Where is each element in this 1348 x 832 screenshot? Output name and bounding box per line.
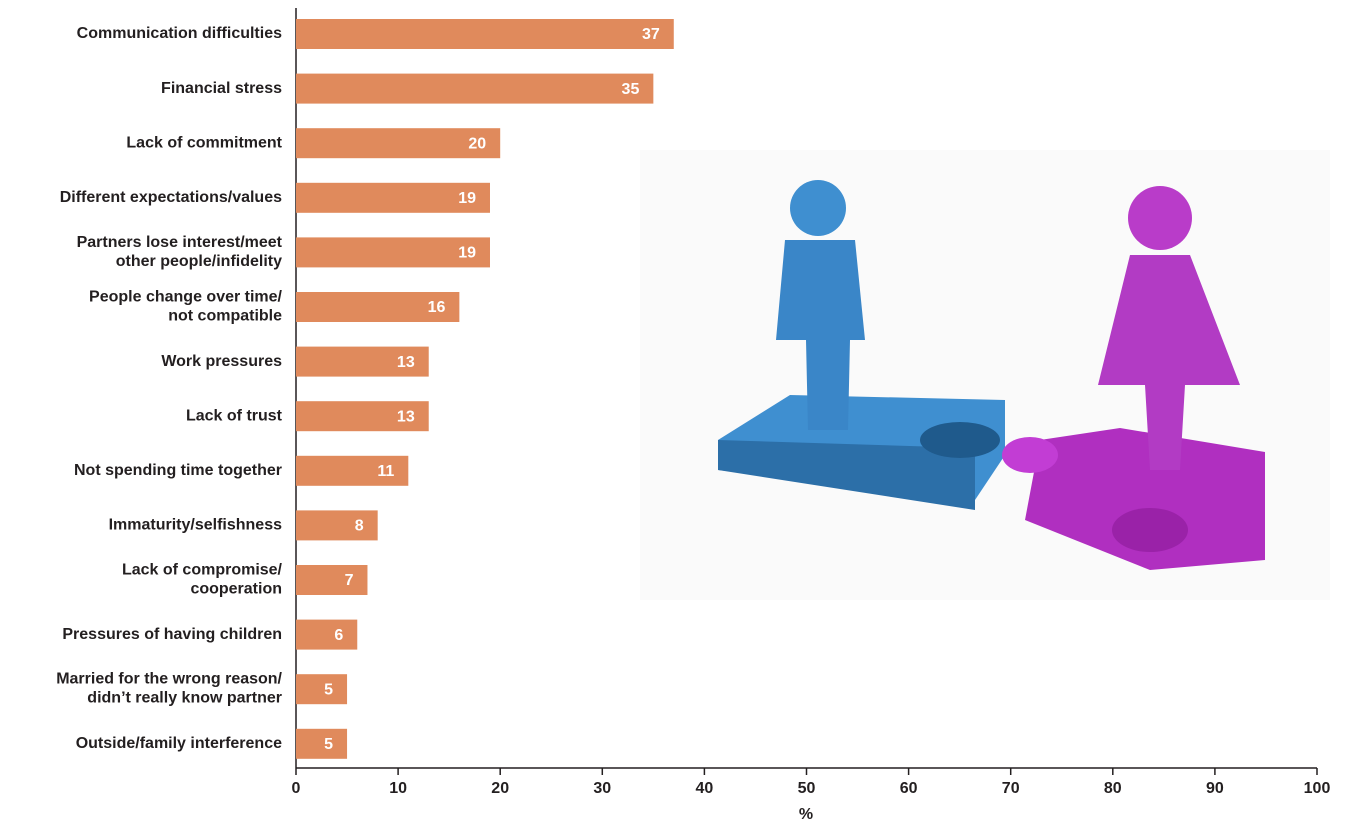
value-label: 5 — [324, 736, 333, 753]
y-tick-label: People change over time/not compatible — [89, 289, 283, 325]
woman-body — [1098, 255, 1240, 470]
x-tick-label: 0 — [292, 780, 301, 797]
value-label: 19 — [458, 245, 476, 262]
y-tick-label: Work pressures — [161, 353, 282, 370]
bar — [296, 455, 409, 486]
value-label: 6 — [334, 627, 343, 644]
x-tick-label: 40 — [696, 780, 714, 797]
man-body — [776, 240, 865, 430]
y-tick-label: Not spending time together — [74, 462, 282, 479]
value-label: 16 — [428, 299, 446, 316]
x-axis-label: % — [799, 806, 813, 823]
y-tick-label: Partners lose interest/meet other people/… — [77, 234, 283, 270]
value-label: 13 — [397, 354, 415, 371]
x-tick-label: 10 — [389, 780, 407, 797]
value-label: 13 — [397, 408, 415, 425]
woman-head — [1128, 186, 1192, 250]
bar — [296, 19, 674, 49]
bar — [296, 346, 429, 377]
y-tick-label: Communication difficulties — [77, 25, 282, 42]
y-tick-label: Lack of trust — [186, 407, 283, 424]
illustration — [640, 150, 1330, 600]
x-tick-label: 60 — [900, 780, 918, 797]
value-label: 8 — [355, 518, 364, 535]
bar — [296, 401, 429, 432]
bar — [296, 292, 460, 322]
man-head — [790, 180, 846, 236]
bar — [296, 182, 490, 213]
y-tick-label: Financial stress — [161, 80, 282, 97]
value-label: 5 — [324, 681, 333, 698]
y-tick-label: Immaturity/selfishness — [109, 517, 283, 534]
bar — [296, 73, 654, 104]
x-tick-label: 70 — [1002, 780, 1020, 797]
x-tick-label: 50 — [798, 780, 816, 797]
purple-piece — [1025, 428, 1265, 570]
x-tick-label: 30 — [593, 780, 611, 797]
value-label: 7 — [345, 572, 354, 589]
blue-piece-side — [718, 440, 975, 510]
y-tick-label: Married for the wrong reason/didn’t real… — [56, 671, 282, 707]
y-tick-label: Outside/family interference — [76, 735, 282, 752]
y-tick-label: Pressures of having children — [62, 626, 282, 643]
x-tick-label: 80 — [1104, 780, 1122, 797]
y-tick-label: Lack of compromise/cooperation — [122, 562, 283, 598]
x-tick-label: 90 — [1206, 780, 1224, 797]
value-label: 35 — [622, 81, 640, 98]
x-tick-label: 100 — [1304, 780, 1331, 797]
purple-knob-bottom — [1112, 508, 1188, 552]
purple-knob — [1002, 437, 1058, 473]
bar — [296, 510, 378, 541]
bar — [296, 565, 368, 595]
blue-notch — [920, 422, 1000, 458]
bar — [296, 728, 348, 759]
bar — [296, 674, 348, 705]
y-tick-label: Different expectations/values — [60, 189, 282, 206]
x-tick-label: 20 — [491, 780, 509, 797]
bar — [296, 128, 501, 159]
value-label: 11 — [377, 463, 394, 480]
value-label: 37 — [642, 26, 660, 43]
value-label: 19 — [458, 190, 476, 207]
value-label: 20 — [468, 135, 486, 152]
bar — [296, 619, 358, 650]
bar — [296, 237, 490, 268]
y-tick-label: Lack of commitment — [126, 134, 282, 151]
